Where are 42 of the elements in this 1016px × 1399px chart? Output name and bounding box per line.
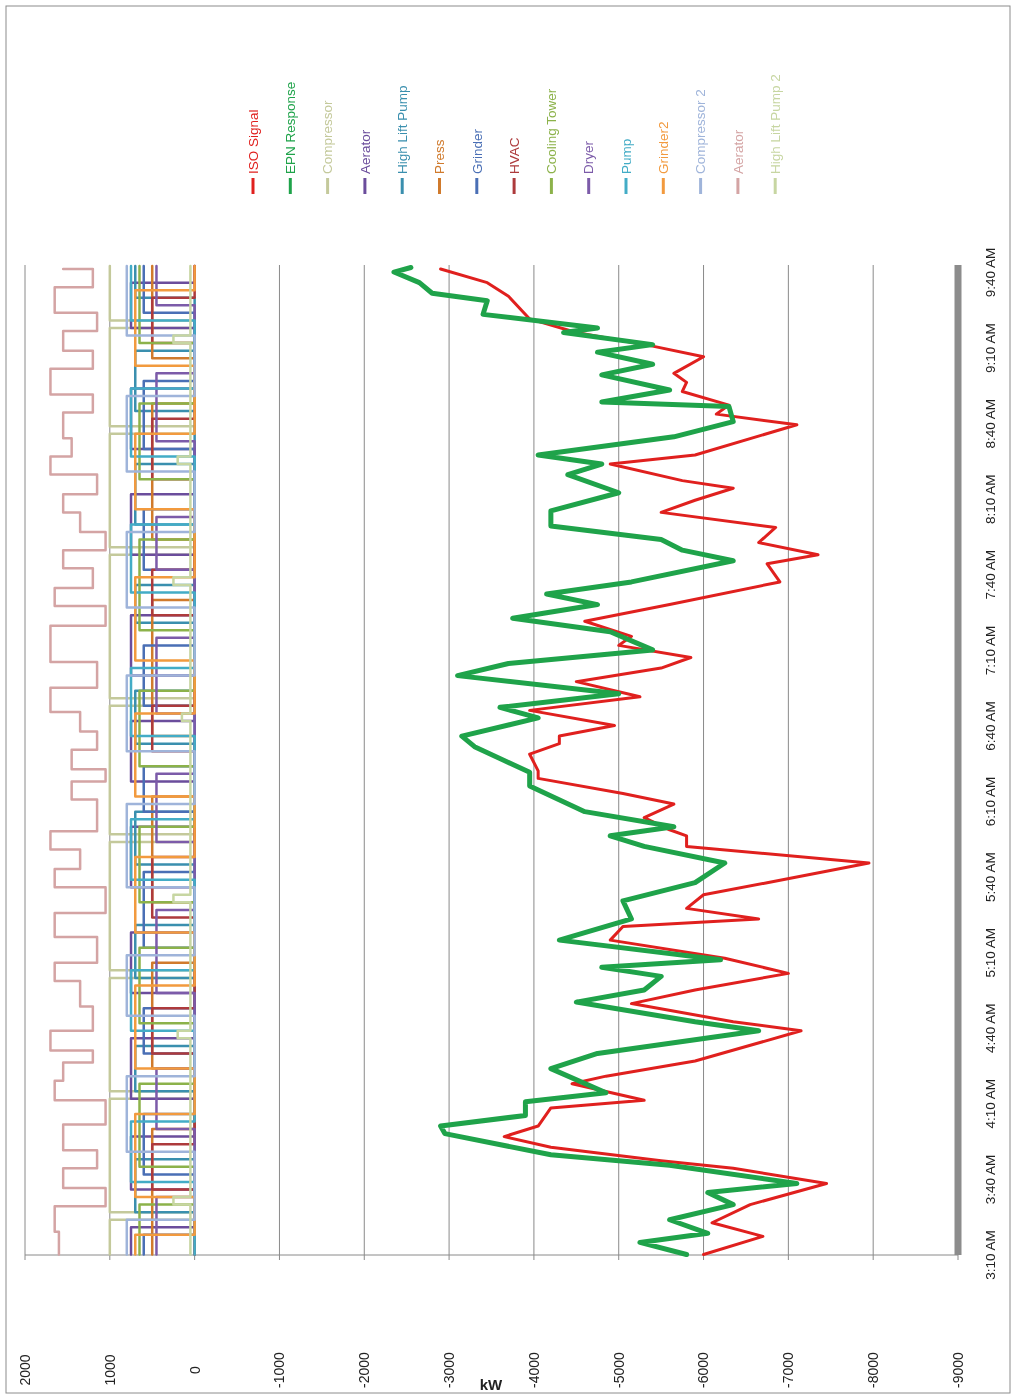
text: HVAC: [506, 137, 522, 174]
x-tick-label: -9000: [949, 1351, 966, 1388]
y-tick-label: 6:40 AM: [982, 701, 998, 751]
text: High Lift Pump: [394, 85, 410, 174]
x-tick-label: -3000: [440, 1351, 457, 1388]
text: Grinder: [469, 128, 485, 174]
text: High Lift Pump 2: [767, 74, 783, 174]
x-tick-label: -4000: [525, 1351, 542, 1388]
x-tick-label: 1000: [101, 1354, 118, 1386]
y-tick-label: 9:10 AM: [982, 323, 998, 373]
y-tick-label: 7:40 AM: [982, 550, 998, 600]
x-tick-label: -2000: [356, 1351, 373, 1388]
x-tick-label: -7000: [780, 1351, 797, 1388]
x-tick-label: -6000: [695, 1351, 712, 1388]
text: Compressor: [320, 99, 336, 174]
y-tick-label: 7:10 AM: [982, 625, 998, 676]
text: Compressor 2: [693, 89, 709, 174]
text: Dryer: [581, 140, 597, 174]
y-tick-label: 3:10 AM: [982, 1230, 998, 1280]
y-tick-label: 5:10 AM: [982, 927, 998, 978]
y-tick-label: 6:10 AM: [982, 776, 998, 827]
x-tick-label: -8000: [865, 1351, 882, 1388]
text: Aerator: [357, 129, 373, 174]
y-tick-label: 8:10 AM: [982, 474, 998, 525]
x-tick-label: 0: [186, 1365, 203, 1374]
text: Press: [432, 139, 448, 174]
x-tick-label: 2000: [16, 1354, 33, 1386]
x-tick-label: -1000: [271, 1351, 288, 1388]
x-axis-title: kW: [479, 1376, 504, 1394]
y-tick-label: 9:40 AM: [982, 247, 998, 298]
y-tick-label: 8:40 AM: [982, 398, 998, 449]
x-tick-label: -5000: [610, 1351, 627, 1388]
y-tick-label: 4:40 AM: [982, 1003, 998, 1054]
y-tick-label: 5:40 AM: [982, 852, 998, 902]
y-tick-label: 4:10 AM: [982, 1079, 998, 1129]
text: Pump: [618, 138, 634, 174]
text: EPN Response: [283, 81, 299, 174]
text: Cooling Tower: [544, 88, 560, 174]
text: Grinder2: [656, 121, 672, 174]
text: ISO Signal: [245, 109, 261, 174]
y-tick-label: 3:40 AM: [982, 1154, 998, 1205]
text: Aerator: [730, 129, 746, 174]
